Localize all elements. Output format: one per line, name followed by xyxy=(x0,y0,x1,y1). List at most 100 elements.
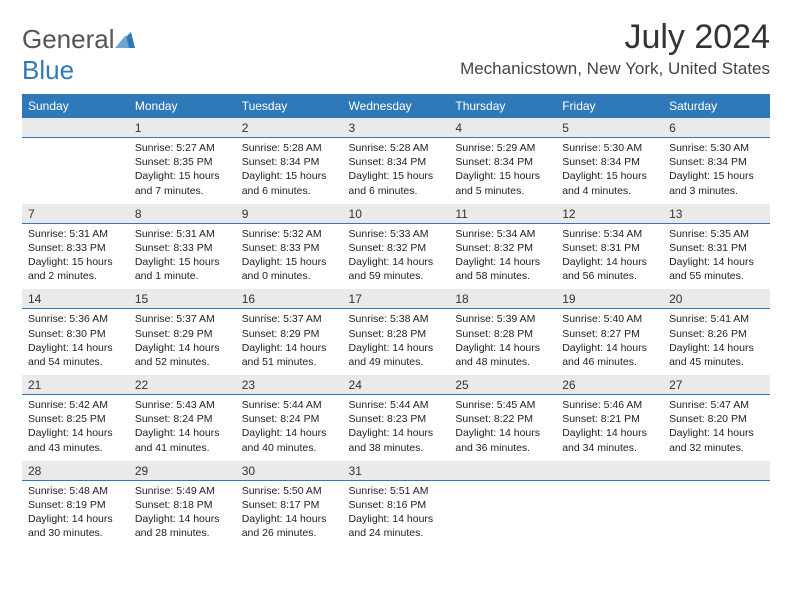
day-info-line: Daylight: 15 hours xyxy=(669,169,764,183)
day-info-line: and 0 minutes. xyxy=(242,269,337,283)
day-info-line: Sunset: 8:17 PM xyxy=(242,498,337,512)
day-info-cell: Sunrise: 5:34 AMSunset: 8:32 PMDaylight:… xyxy=(449,223,556,289)
day-info-line: Sunset: 8:16 PM xyxy=(349,498,444,512)
day-number-row: 21222324252627 xyxy=(22,375,770,395)
day-info-line: Sunset: 8:34 PM xyxy=(349,155,444,169)
day-info-line: Daylight: 14 hours xyxy=(28,341,123,355)
day-number-cell: 27 xyxy=(663,375,770,395)
day-info-line: Sunrise: 5:41 AM xyxy=(669,312,764,326)
day-info-line: and 56 minutes. xyxy=(562,269,657,283)
day-number-cell: 24 xyxy=(343,375,450,395)
day-info-line: and 51 minutes. xyxy=(242,355,337,369)
day-info-line: and 38 minutes. xyxy=(349,441,444,455)
day-info-line: and 40 minutes. xyxy=(242,441,337,455)
day-info-line: Daylight: 14 hours xyxy=(28,512,123,526)
day-info-line: Sunset: 8:24 PM xyxy=(135,412,230,426)
day-info-cell: Sunrise: 5:46 AMSunset: 8:21 PMDaylight:… xyxy=(556,395,663,461)
day-info-line: Sunrise: 5:33 AM xyxy=(349,227,444,241)
day-number-cell: 29 xyxy=(129,461,236,481)
day-info-line: and 3 minutes. xyxy=(669,184,764,198)
brand-name: GeneralBlue xyxy=(22,24,135,86)
day-info-cell: Sunrise: 5:28 AMSunset: 8:34 PMDaylight:… xyxy=(236,138,343,204)
weekday-header-row: Sunday Monday Tuesday Wednesday Thursday… xyxy=(22,94,770,118)
day-info-cell: Sunrise: 5:30 AMSunset: 8:34 PMDaylight:… xyxy=(663,138,770,204)
day-info-line: Sunrise: 5:40 AM xyxy=(562,312,657,326)
day-info-line: Daylight: 15 hours xyxy=(455,169,550,183)
day-info-cell: Sunrise: 5:33 AMSunset: 8:32 PMDaylight:… xyxy=(343,223,450,289)
day-info-cell: Sunrise: 5:45 AMSunset: 8:22 PMDaylight:… xyxy=(449,395,556,461)
day-info-cell xyxy=(22,138,129,204)
day-info-line: Sunset: 8:31 PM xyxy=(562,241,657,255)
day-info-line: Sunset: 8:27 PM xyxy=(562,327,657,341)
day-info-line: Sunrise: 5:45 AM xyxy=(455,398,550,412)
day-info-line: Daylight: 15 hours xyxy=(135,169,230,183)
day-number-cell xyxy=(449,461,556,481)
day-info-cell: Sunrise: 5:50 AMSunset: 8:17 PMDaylight:… xyxy=(236,480,343,546)
day-info-line: Sunrise: 5:30 AM xyxy=(562,141,657,155)
day-info-line: Daylight: 14 hours xyxy=(455,341,550,355)
calendar-table: Sunday Monday Tuesday Wednesday Thursday… xyxy=(22,94,770,546)
day-info-line: Sunset: 8:18 PM xyxy=(135,498,230,512)
weekday-friday: Friday xyxy=(556,94,663,118)
day-info-line: Sunset: 8:33 PM xyxy=(28,241,123,255)
day-info-line: Daylight: 14 hours xyxy=(349,426,444,440)
day-info-line: Sunset: 8:34 PM xyxy=(242,155,337,169)
day-number-row: 78910111213 xyxy=(22,204,770,224)
day-info-cell: Sunrise: 5:31 AMSunset: 8:33 PMDaylight:… xyxy=(129,223,236,289)
day-number-cell: 6 xyxy=(663,118,770,138)
day-number-cell: 12 xyxy=(556,204,663,224)
day-info-cell: Sunrise: 5:35 AMSunset: 8:31 PMDaylight:… xyxy=(663,223,770,289)
day-info-line: and 6 minutes. xyxy=(349,184,444,198)
day-info-line: Sunset: 8:21 PM xyxy=(562,412,657,426)
day-info-line: Sunset: 8:34 PM xyxy=(562,155,657,169)
month-title: July 2024 xyxy=(460,18,770,57)
weekday-saturday: Saturday xyxy=(663,94,770,118)
day-info-cell: Sunrise: 5:32 AMSunset: 8:33 PMDaylight:… xyxy=(236,223,343,289)
day-info-cell: Sunrise: 5:36 AMSunset: 8:30 PMDaylight:… xyxy=(22,309,129,375)
day-info-line: Daylight: 14 hours xyxy=(669,426,764,440)
day-info-cell: Sunrise: 5:34 AMSunset: 8:31 PMDaylight:… xyxy=(556,223,663,289)
day-info-line: Sunrise: 5:28 AM xyxy=(349,141,444,155)
day-info-cell: Sunrise: 5:37 AMSunset: 8:29 PMDaylight:… xyxy=(129,309,236,375)
day-info-line: Sunrise: 5:35 AM xyxy=(669,227,764,241)
day-info-line: Sunset: 8:22 PM xyxy=(455,412,550,426)
day-info-cell: Sunrise: 5:44 AMSunset: 8:24 PMDaylight:… xyxy=(236,395,343,461)
day-info-line: Sunset: 8:24 PM xyxy=(242,412,337,426)
day-number-row: 123456 xyxy=(22,118,770,138)
day-info-cell xyxy=(556,480,663,546)
day-info-line: Sunrise: 5:47 AM xyxy=(669,398,764,412)
day-info-line: Sunset: 8:19 PM xyxy=(28,498,123,512)
day-info-cell: Sunrise: 5:40 AMSunset: 8:27 PMDaylight:… xyxy=(556,309,663,375)
day-number-cell xyxy=(556,461,663,481)
day-info-line: Sunrise: 5:46 AM xyxy=(562,398,657,412)
day-info-line: and 4 minutes. xyxy=(562,184,657,198)
day-info-line: Daylight: 14 hours xyxy=(349,255,444,269)
weekday-thursday: Thursday xyxy=(449,94,556,118)
day-number-cell: 28 xyxy=(22,461,129,481)
day-info-line: and 2 minutes. xyxy=(28,269,123,283)
day-info-line: Sunset: 8:34 PM xyxy=(455,155,550,169)
day-info-line: Daylight: 14 hours xyxy=(562,255,657,269)
day-info-line: and 41 minutes. xyxy=(135,441,230,455)
day-info-line: and 48 minutes. xyxy=(455,355,550,369)
day-info-line: Daylight: 15 hours xyxy=(28,255,123,269)
day-number-cell: 17 xyxy=(343,289,450,309)
day-info-line: Sunrise: 5:30 AM xyxy=(669,141,764,155)
day-info-line: Daylight: 14 hours xyxy=(562,341,657,355)
day-info-line: Sunrise: 5:32 AM xyxy=(242,227,337,241)
day-info-line: Sunrise: 5:43 AM xyxy=(135,398,230,412)
day-info-line: Sunset: 8:29 PM xyxy=(242,327,337,341)
day-info-line: and 49 minutes. xyxy=(349,355,444,369)
day-info-line: Sunrise: 5:39 AM xyxy=(455,312,550,326)
day-number-cell: 7 xyxy=(22,204,129,224)
day-info-line: Daylight: 14 hours xyxy=(669,341,764,355)
day-info-line: Sunset: 8:25 PM xyxy=(28,412,123,426)
day-info-line: Sunset: 8:34 PM xyxy=(669,155,764,169)
day-info-line: Daylight: 14 hours xyxy=(242,512,337,526)
day-info-cell: Sunrise: 5:49 AMSunset: 8:18 PMDaylight:… xyxy=(129,480,236,546)
sail-icon xyxy=(115,24,135,40)
day-info-line: Sunrise: 5:44 AM xyxy=(349,398,444,412)
day-info-line: Sunrise: 5:36 AM xyxy=(28,312,123,326)
day-info-cell: Sunrise: 5:27 AMSunset: 8:35 PMDaylight:… xyxy=(129,138,236,204)
day-number-cell: 11 xyxy=(449,204,556,224)
